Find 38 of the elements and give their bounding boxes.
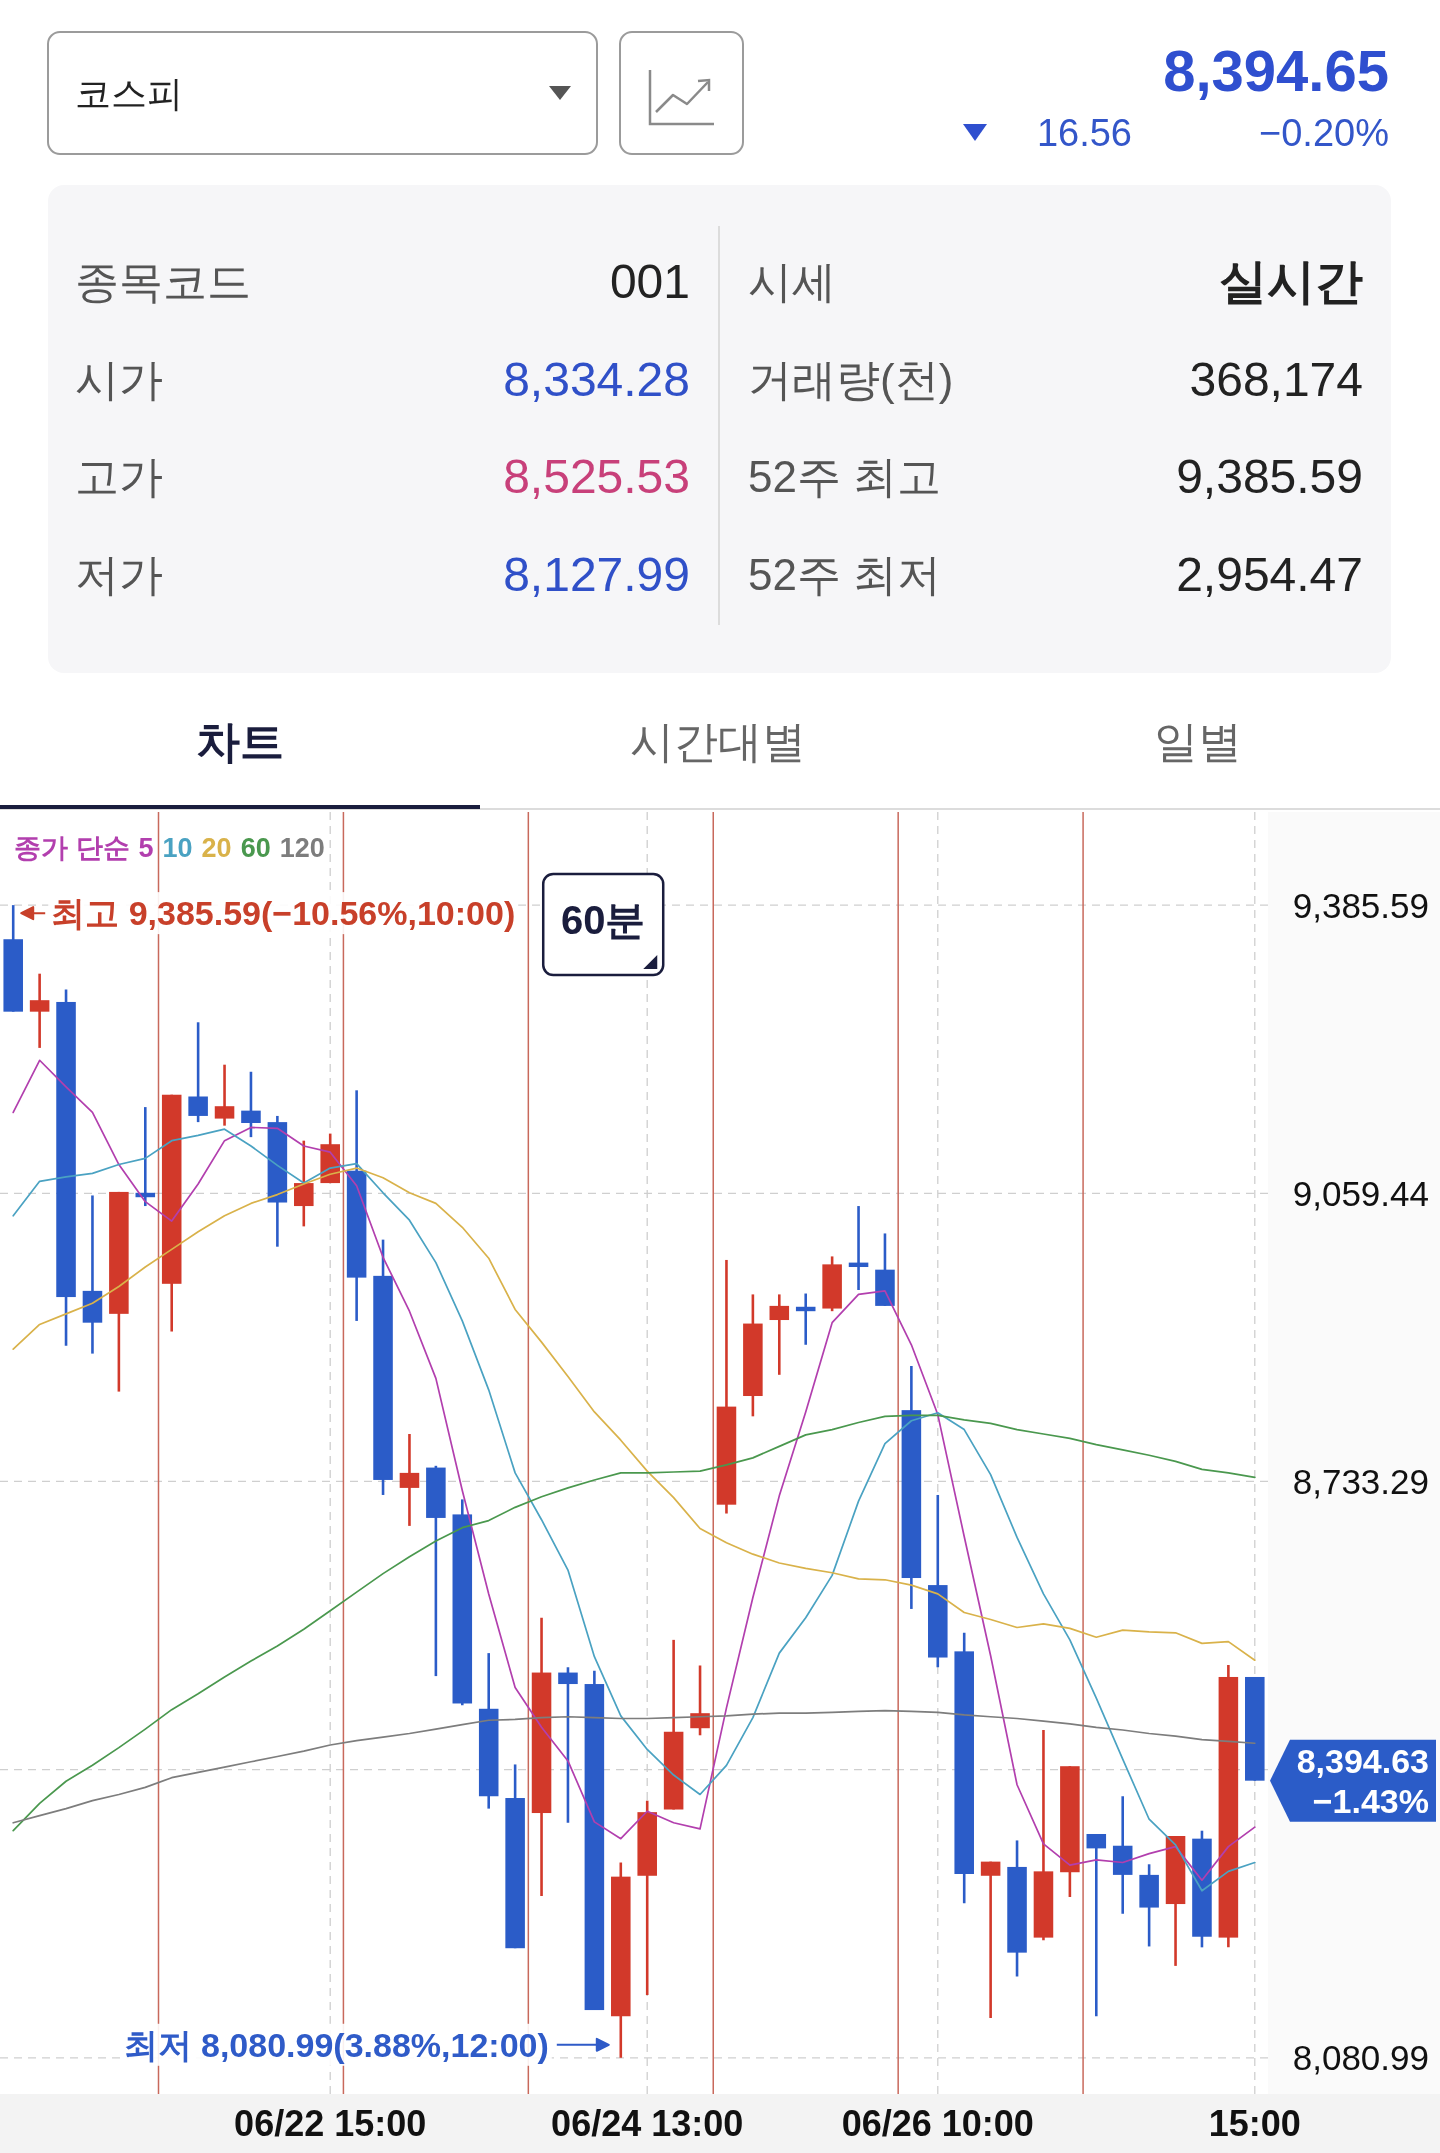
y-tick-label: 8,080.99 bbox=[1292, 2038, 1429, 2078]
text: −0.20% bbox=[1259, 112, 1389, 154]
annotation: 60분 bbox=[560, 898, 646, 942]
legend: 종가 단순 5 10 20 60 120 bbox=[14, 833, 325, 863]
text: 종목코드 bbox=[75, 256, 251, 306]
text: 거래량(천) bbox=[748, 354, 954, 404]
x-tick-label: 06/22 15:00 bbox=[234, 2102, 427, 2144]
note: 8,394.63 −1.43% bbox=[1270, 1739, 1436, 1822]
text: 9,385.59 bbox=[1176, 449, 1363, 503]
x-tick-label: 06/24 13:00 bbox=[551, 2102, 744, 2144]
text: 저가 bbox=[75, 549, 163, 599]
control-period: 60분 bbox=[541, 872, 665, 977]
annotation: 최고 9,385.59(−10.56%,10:00) bbox=[51, 894, 516, 933]
annotation: 최저 8,080.99(3.88%,12:00) bbox=[123, 2025, 549, 2064]
text: 8,334.28 bbox=[503, 352, 690, 406]
x-tick-label: 15:00 bbox=[1208, 2102, 1301, 2144]
text: 2,954.47 bbox=[1176, 547, 1363, 601]
text: 일별 bbox=[1154, 716, 1242, 766]
text: 8,525.53 bbox=[503, 449, 690, 503]
text: 8,127.99 bbox=[503, 547, 690, 601]
text: 52주 최저 bbox=[748, 549, 942, 599]
text: 실시간 bbox=[1219, 254, 1363, 308]
text: 8,394.65 bbox=[1163, 37, 1389, 103]
text: 차트 bbox=[196, 716, 284, 766]
text: 52주 최고 bbox=[748, 451, 942, 501]
text: 001 bbox=[609, 254, 690, 308]
text: 시세 bbox=[748, 256, 836, 306]
text: 368,174 bbox=[1189, 352, 1363, 406]
y-tick-label: 8,733.29 bbox=[1292, 1461, 1429, 1501]
y-tick-label: 9,059.44 bbox=[1292, 1173, 1429, 1213]
x-tick-label: 06/26 10:00 bbox=[841, 2102, 1034, 2144]
y-tick-label: 9,385.59 bbox=[1292, 885, 1429, 925]
text: 16.56 bbox=[1036, 112, 1132, 154]
text: 고가 bbox=[75, 451, 163, 501]
dropdown: 코스피 bbox=[47, 31, 598, 155]
text: 시가 bbox=[75, 354, 163, 404]
note: 최고 9,385.59(−10.56%,10:00) bbox=[20, 892, 519, 935]
text: 시간대별 bbox=[630, 716, 806, 766]
